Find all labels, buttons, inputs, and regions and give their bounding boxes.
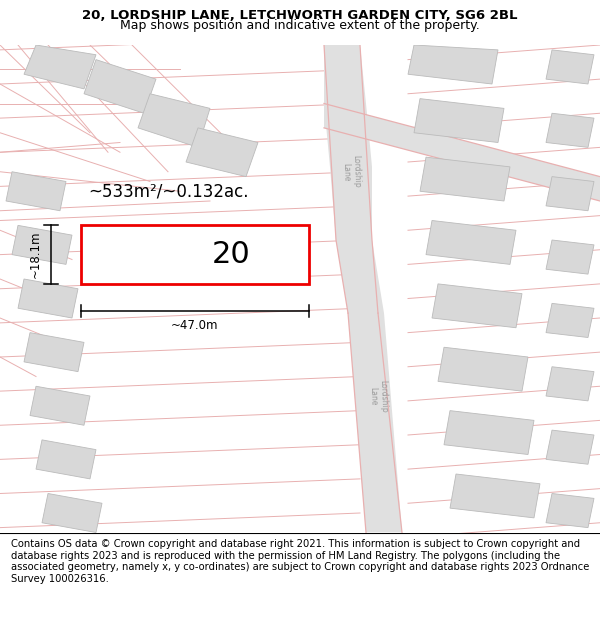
Polygon shape (408, 45, 498, 84)
Text: Contains OS data © Crown copyright and database right 2021. This information is : Contains OS data © Crown copyright and d… (11, 539, 589, 584)
Polygon shape (546, 494, 594, 528)
Polygon shape (6, 172, 66, 211)
Polygon shape (414, 99, 504, 142)
Polygon shape (24, 332, 84, 372)
Polygon shape (24, 45, 96, 89)
Polygon shape (186, 128, 258, 177)
Polygon shape (546, 240, 594, 274)
Polygon shape (432, 284, 522, 328)
Polygon shape (546, 177, 594, 211)
Polygon shape (12, 226, 72, 264)
Bar (81, 226, 309, 284)
Polygon shape (450, 474, 540, 518)
Polygon shape (546, 367, 594, 401)
Text: ~47.0m: ~47.0m (171, 319, 219, 332)
Polygon shape (546, 113, 594, 148)
Text: ~18.1m: ~18.1m (29, 231, 42, 278)
Text: 20: 20 (212, 240, 250, 269)
Polygon shape (336, 240, 402, 532)
Polygon shape (84, 59, 156, 113)
Polygon shape (438, 348, 528, 391)
Text: Lordship
Lane: Lordship Lane (341, 155, 361, 189)
Polygon shape (324, 104, 600, 201)
Polygon shape (420, 157, 510, 201)
Polygon shape (546, 50, 594, 84)
Polygon shape (426, 221, 516, 264)
Text: Lordship
Lane: Lordship Lane (368, 379, 388, 412)
Text: Map shows position and indicative extent of the property.: Map shows position and indicative extent… (120, 19, 480, 32)
Text: 20, LORDSHIP LANE, LETCHWORTH GARDEN CITY, SG6 2BL: 20, LORDSHIP LANE, LETCHWORTH GARDEN CIT… (82, 9, 518, 22)
Polygon shape (42, 494, 102, 532)
Polygon shape (546, 430, 594, 464)
Text: ~533m²/~0.132ac.: ~533m²/~0.132ac. (88, 183, 248, 201)
Polygon shape (546, 303, 594, 338)
Polygon shape (138, 94, 210, 148)
Polygon shape (36, 440, 96, 479)
Polygon shape (18, 279, 78, 318)
Polygon shape (30, 386, 90, 425)
Polygon shape (444, 411, 534, 454)
Polygon shape (324, 45, 372, 240)
